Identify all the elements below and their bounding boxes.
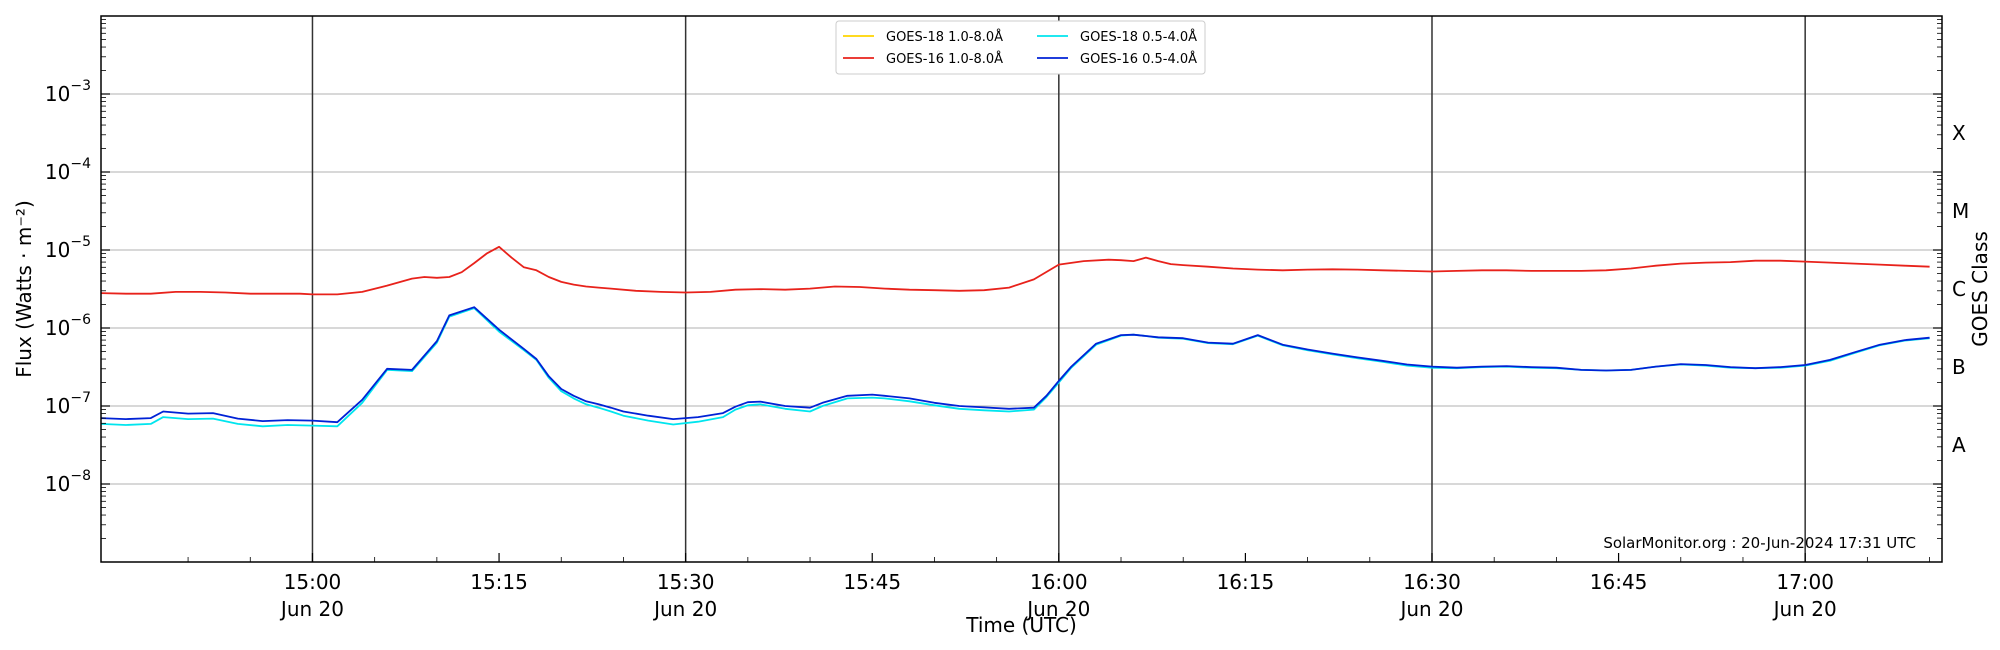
legend: GOES-18 1.0-8.0Å GOES-18 0.5-4.0Å GOES-16 … — [835, 20, 1206, 75]
legend-entry-label: GOES-18 0.5-4.0Å — [1080, 29, 1197, 45]
y-tick-label: 10−5 — [45, 234, 91, 262]
legend-entry-label: GOES-18 1.0-8.0Å — [886, 29, 1003, 45]
right-axis-title: GOES Class — [1968, 231, 1992, 347]
plot-frame — [100, 15, 1943, 563]
legend-entry-label: GOES-16 0.5-4.0Å — [1080, 51, 1197, 67]
legend-entry-label: GOES-16 1.0-8.0Å — [886, 51, 1003, 67]
x-tick-date: Jun 20 — [279, 597, 344, 621]
y-tick-label: 10−3 — [45, 78, 91, 106]
x-tick-date: Jun 20 — [652, 597, 717, 621]
x-tick-label: 16:30 — [1403, 570, 1461, 594]
y-tick-label: 10−6 — [45, 312, 91, 340]
x-tick-label: 16:45 — [1590, 570, 1648, 594]
legend-box — [835, 20, 1206, 75]
y-tick-label: 10−8 — [45, 468, 91, 496]
goes-class-label: M — [1952, 199, 1969, 223]
x-tick-label: 16:00 — [1030, 570, 1088, 594]
day-marker-lines — [311, 16, 1806, 562]
y-axis-ticks: 10−8 10−7 10−6 10−5 10−4 10−3 — [45, 19, 1942, 539]
goes-class-label: A — [1952, 433, 1966, 457]
goes-class-label: B — [1952, 355, 1966, 379]
series-lines — [100, 245, 1930, 428]
x-tick-label: 15:45 — [843, 570, 901, 594]
x-tick-date: Jun 20 — [1025, 597, 1090, 621]
series-line-3 — [100, 306, 1930, 424]
x-tick-label: 15:00 — [284, 570, 342, 594]
x-tick-label: 15:15 — [470, 570, 528, 594]
goes-class-label: C — [1952, 277, 1966, 301]
gridlines — [101, 93, 1942, 485]
x-tick-date: Jun 20 — [1398, 597, 1463, 621]
x-axis-ticks: 15:00 Jun 20 15:15 15:30 Jun 20 15:45 16:00 Jun… — [187, 553, 1930, 621]
y-axis-title: Flux (Watts · m⁻²) — [12, 200, 36, 378]
watermark-text: SolarMonitor.org : 20-Jun-2024 17:31 UTC — [1603, 534, 1916, 552]
goes-class-labels: A B C M X — [1952, 121, 1969, 457]
goes-class-label: X — [1952, 121, 1966, 145]
x-tick-date: Jun 20 — [1772, 597, 1837, 621]
y-tick-label: 10−7 — [45, 390, 91, 418]
series-line-2 — [100, 245, 1930, 296]
x-tick-label: 17:00 — [1776, 570, 1834, 594]
x-tick-label: 15:30 — [657, 570, 715, 594]
x-axis-title: Time (UTC) — [965, 613, 1077, 637]
y-tick-label: 10−4 — [45, 156, 91, 184]
x-tick-label: 16:15 — [1217, 570, 1275, 594]
